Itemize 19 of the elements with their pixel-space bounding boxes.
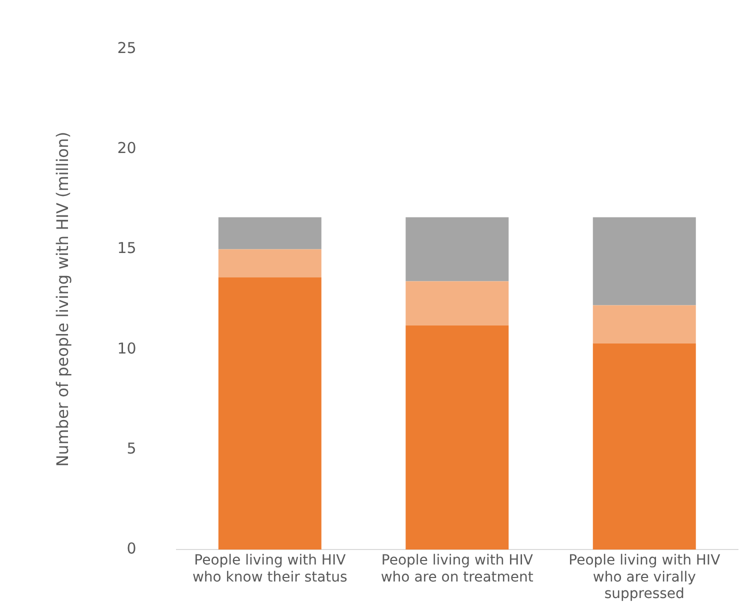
bar bbox=[592, 305, 696, 344]
y-tick-label: 15 bbox=[117, 239, 136, 258]
x-tick-label: People living with HIV who are virally suppressed bbox=[568, 552, 721, 602]
bar bbox=[406, 217, 509, 282]
bar bbox=[592, 343, 696, 550]
y-tick-label: 10 bbox=[117, 339, 136, 358]
y-tick-label: 0 bbox=[126, 539, 136, 558]
y-tick-label: 5 bbox=[126, 439, 136, 458]
x-tick-label: People living with HIV who are on treatment bbox=[380, 552, 534, 586]
bar bbox=[406, 325, 509, 550]
bar bbox=[218, 217, 322, 250]
bar bbox=[592, 217, 696, 306]
x-tick-label: People living with HIV who know their status bbox=[192, 552, 348, 586]
bar bbox=[218, 249, 322, 278]
y-axis-title: Number of people living with HIV (million) bbox=[52, 132, 72, 467]
y-tick-label: 25 bbox=[117, 38, 136, 57]
bar bbox=[218, 277, 322, 550]
bar bbox=[406, 281, 509, 326]
y-tick-label: 20 bbox=[117, 139, 136, 158]
